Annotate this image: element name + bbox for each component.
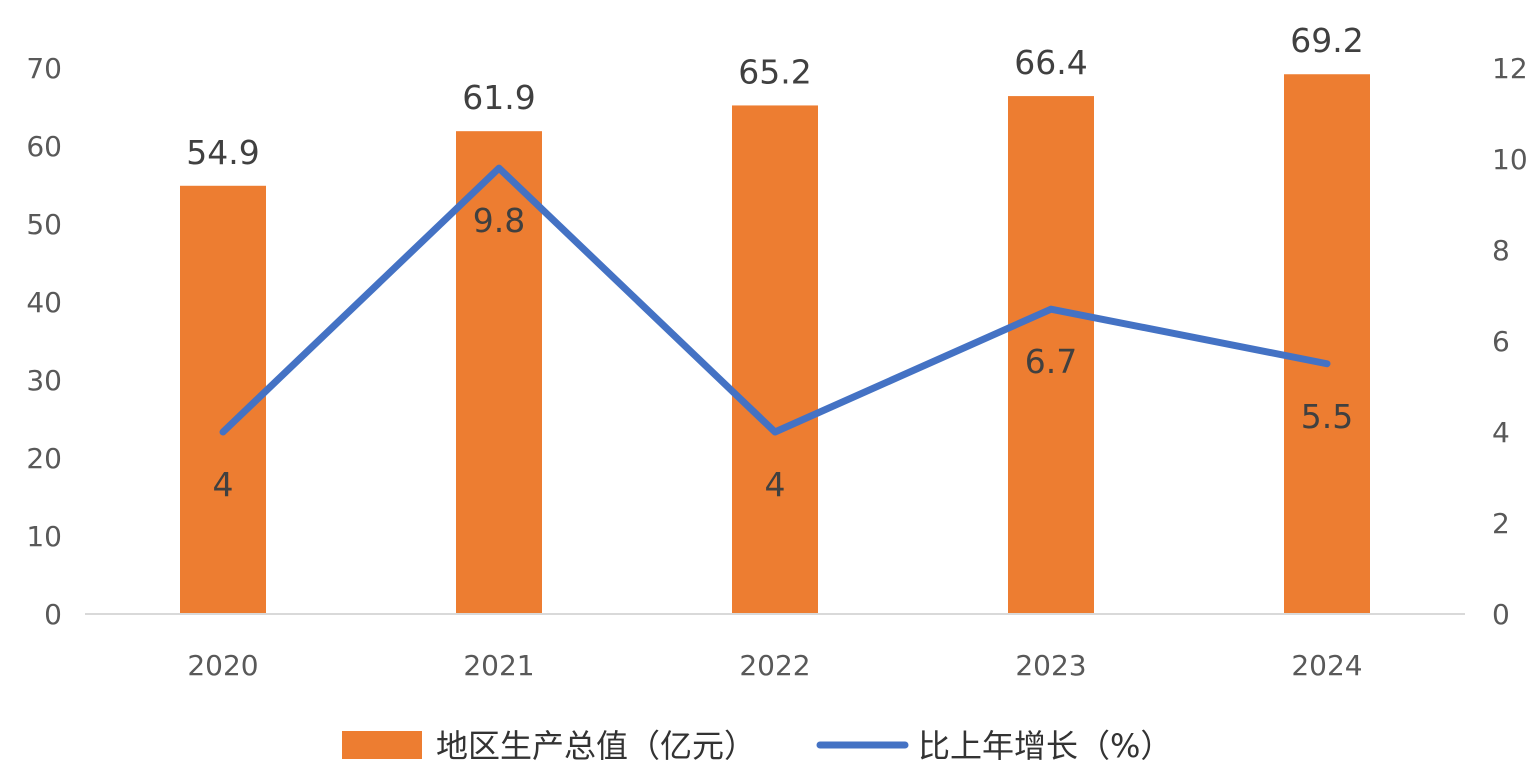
legend: 地区生产总值（亿元） 比上年增长（%） — [342, 727, 1172, 765]
left-axis-tick-label: 30 — [26, 364, 62, 397]
right-axis-tick-label: 6 — [1492, 325, 1510, 358]
bar-data-label: 54.9 — [186, 133, 259, 172]
x-axis-tick-label: 2024 — [1291, 649, 1362, 682]
right-axis: 0 2 4 6 8 10 12 — [1492, 52, 1528, 631]
bar-series — [180, 74, 1370, 615]
bar — [1008, 96, 1094, 614]
left-axis-tick-label: 40 — [26, 286, 62, 319]
legend-bar-label: 地区生产总值（亿元） — [436, 727, 756, 765]
left-axis: 0 10 20 30 40 50 60 70 — [26, 52, 62, 631]
left-axis-tick-label: 10 — [26, 520, 62, 553]
left-axis-tick-label: 50 — [26, 208, 62, 241]
x-axis-tick-label: 2022 — [739, 649, 810, 682]
line-data-labels: 4 9.8 4 6.7 5.5 — [213, 201, 1354, 504]
bar — [732, 105, 818, 614]
right-axis-tick-label: 4 — [1492, 416, 1510, 449]
x-axis: 2020 2021 2022 2023 2024 — [187, 649, 1362, 682]
right-axis-tick-label: 2 — [1492, 507, 1510, 540]
right-axis-tick-label: 12 — [1492, 52, 1528, 85]
left-axis-tick-label: 60 — [26, 130, 62, 163]
bar-data-label: 66.4 — [1014, 43, 1087, 82]
bar — [1284, 74, 1370, 615]
right-axis-tick-label: 10 — [1492, 143, 1528, 176]
line-series — [219, 164, 1331, 436]
bar-data-label: 69.2 — [1290, 21, 1363, 60]
line-data-label: 5.5 — [1301, 397, 1353, 436]
x-axis-tick-label: 2023 — [1015, 649, 1086, 682]
bar-data-label: 61.9 — [462, 78, 535, 117]
line-data-label: 6.7 — [1025, 342, 1077, 381]
bar — [456, 131, 542, 614]
legend-line-label: 比上年增长（%） — [918, 727, 1172, 765]
line-data-label: 9.8 — [473, 201, 525, 240]
line-data-label: 4 — [765, 465, 786, 504]
left-axis-tick-label: 0 — [44, 598, 62, 631]
line-data-label: 4 — [213, 465, 234, 504]
right-axis-tick-label: 0 — [1492, 598, 1510, 631]
left-axis-tick-label: 70 — [26, 52, 62, 85]
bar-data-labels: 54.9 61.9 65.2 66.4 69.2 — [186, 21, 1363, 172]
legend-bar-swatch — [342, 731, 422, 759]
x-axis-tick-label: 2021 — [463, 649, 534, 682]
bar-data-label: 65.2 — [738, 52, 811, 91]
x-axis-tick-label: 2020 — [187, 649, 258, 682]
left-axis-tick-label: 20 — [26, 442, 62, 475]
right-axis-tick-label: 8 — [1492, 234, 1510, 267]
